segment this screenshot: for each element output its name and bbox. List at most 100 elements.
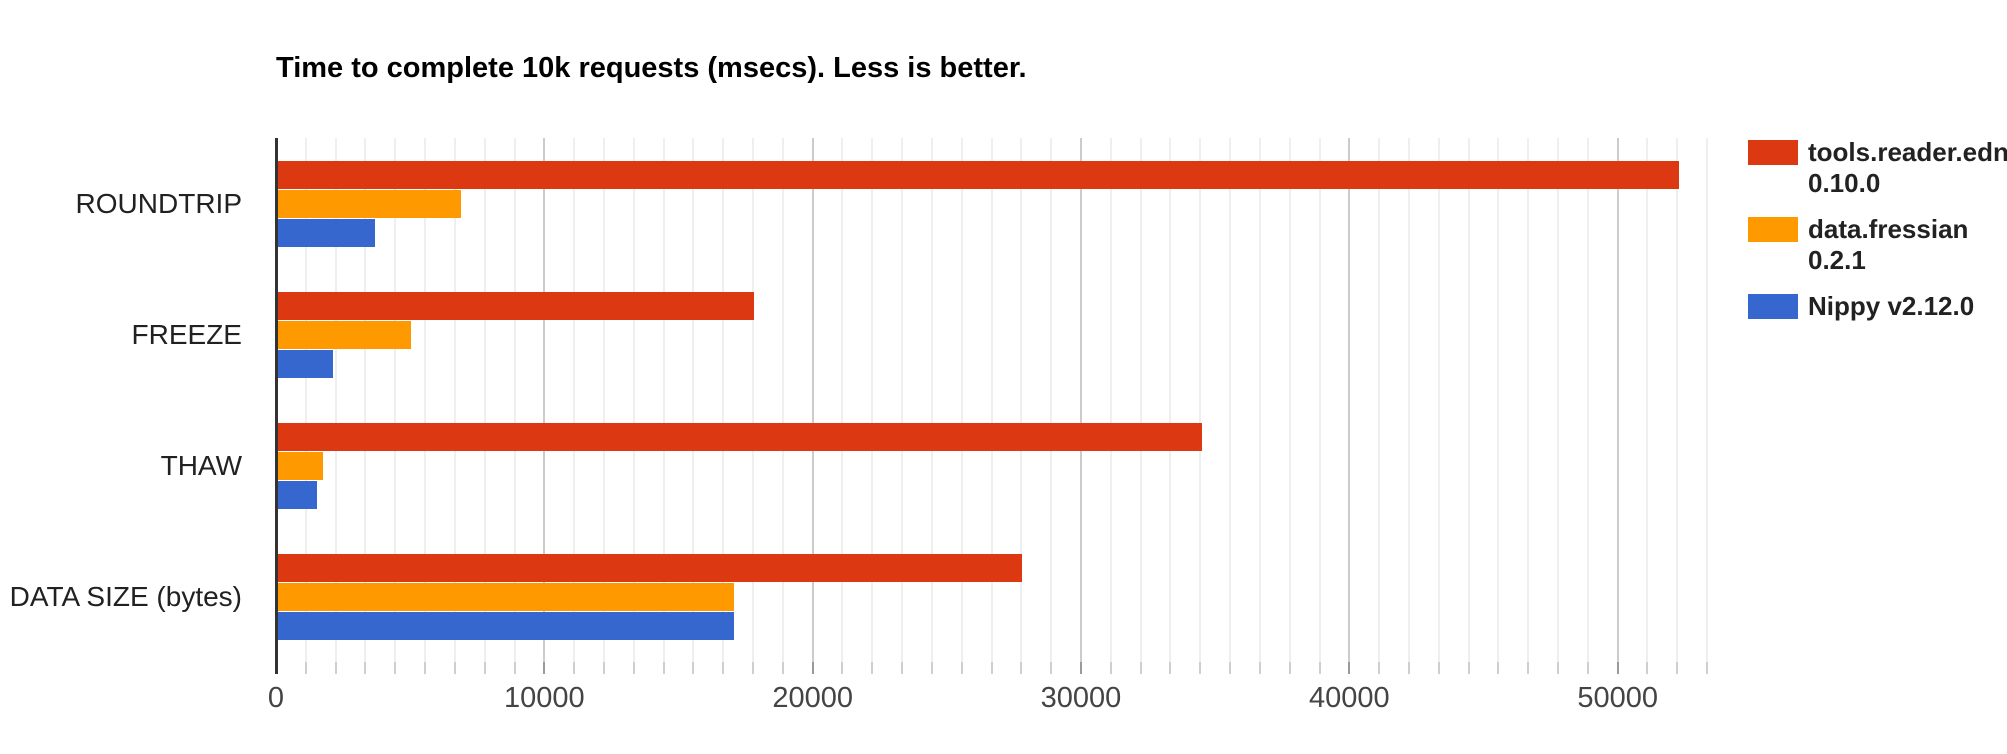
- axis-tick: [1407, 662, 1410, 674]
- legend-swatch-icon: [1748, 217, 1798, 242]
- minor-gridline: [483, 138, 486, 662]
- bar[interactable]: [276, 189, 462, 218]
- minor-gridline: [364, 138, 367, 662]
- axis-tick: [1616, 662, 1619, 674]
- minor-gridline: [1646, 138, 1649, 662]
- axis-tick: [1586, 662, 1589, 674]
- minor-gridline: [1109, 138, 1112, 662]
- axis-tick: [1199, 662, 1202, 674]
- legend: tools.reader.edn 0.10.0 data.fressian 0.2…: [1748, 137, 2007, 322]
- axis-tick: [1258, 662, 1261, 674]
- bar-group: [276, 138, 1725, 269]
- bar[interactable]: [276, 422, 1202, 451]
- minor-gridline: [841, 138, 844, 662]
- axis-tick: [1378, 662, 1381, 674]
- minor-gridline: [1407, 138, 1410, 662]
- axis-tick: [1080, 662, 1082, 674]
- minor-gridline: [1229, 138, 1232, 662]
- x-tick-label: 30000: [1040, 682, 1122, 714]
- minor-gridline: [1557, 138, 1560, 662]
- bar[interactable]: [276, 218, 375, 247]
- minor-gridline: [722, 138, 725, 662]
- axis-tick: [692, 662, 695, 674]
- minor-gridline: [930, 138, 933, 662]
- chart-title: Time to complete 10k requests (msecs). L…: [276, 52, 1027, 84]
- x-tick-label: 40000: [1309, 682, 1390, 714]
- axis-tick: [573, 662, 576, 674]
- major-gridline: [1616, 138, 1619, 662]
- axis-tick: [1646, 662, 1649, 674]
- minor-gridline: [1467, 138, 1470, 662]
- bar[interactable]: [276, 582, 735, 611]
- bar[interactable]: [276, 349, 333, 378]
- axis-tick: [930, 662, 933, 674]
- minor-gridline: [453, 138, 456, 662]
- bar[interactable]: [276, 553, 1022, 582]
- category-label: FREEZE: [131, 318, 242, 350]
- axis-tick: [960, 662, 963, 674]
- minor-gridline: [1676, 138, 1679, 662]
- axis-tick: [1050, 662, 1053, 674]
- minor-gridline: [334, 138, 337, 662]
- minor-gridline: [1288, 138, 1291, 662]
- bar[interactable]: [276, 451, 323, 480]
- major-gridline: [811, 138, 814, 662]
- axis-tick: [334, 662, 337, 674]
- axis-tick: [275, 662, 278, 674]
- minor-gridline: [1497, 138, 1500, 662]
- bar[interactable]: [276, 611, 734, 640]
- axis-tick: [1139, 662, 1142, 674]
- minor-gridline: [1139, 138, 1142, 662]
- minor-gridline: [1706, 138, 1709, 662]
- bar[interactable]: [276, 480, 318, 509]
- legend-label: data.fressian 0.2.1: [1808, 214, 1969, 275]
- x-tick-label: 0: [267, 682, 285, 714]
- legend-item: data.fressian 0.2.1: [1748, 214, 2007, 276]
- minor-gridline: [424, 138, 427, 662]
- minor-gridline: [662, 138, 665, 662]
- minor-gridline: [990, 138, 993, 662]
- y-axis-line: [275, 138, 278, 662]
- legend-item: Nippy v2.12.0: [1748, 291, 2007, 322]
- minor-gridline: [1378, 138, 1381, 662]
- major-gridline: [543, 138, 546, 662]
- axis-tick: [1229, 662, 1232, 674]
- axis-tick: [1527, 662, 1530, 674]
- axis-tick: [453, 662, 456, 674]
- axis-tick: [1288, 662, 1291, 674]
- minor-gridline: [901, 138, 904, 662]
- bar[interactable]: [276, 291, 754, 320]
- minor-gridline: [1586, 138, 1589, 662]
- axis-tick: [901, 662, 904, 674]
- axis-tick: [394, 662, 397, 674]
- axis-tick: [602, 662, 605, 674]
- axis-tick: [1020, 662, 1023, 674]
- bar-group: [276, 400, 1725, 531]
- axis-tick: [483, 662, 486, 674]
- minor-gridline: [1199, 138, 1202, 662]
- legend-swatch-icon: [1748, 140, 1798, 165]
- axis-tick: [811, 662, 814, 674]
- minor-gridline: [1169, 138, 1172, 662]
- axis-tick: [871, 662, 874, 674]
- axis-tick: [990, 662, 993, 674]
- minor-gridline: [871, 138, 874, 662]
- axis-tick: [781, 662, 784, 674]
- minor-gridline: [602, 138, 605, 662]
- axis-tick: [424, 662, 427, 674]
- axis-tick: [841, 662, 844, 674]
- bar[interactable]: [276, 160, 1680, 189]
- bar[interactable]: [276, 320, 411, 349]
- minor-gridline: [1258, 138, 1261, 662]
- x-tick-label: 10000: [504, 682, 585, 714]
- category-label: DATA SIZE (bytes): [9, 580, 242, 612]
- plot-area: [275, 138, 1725, 662]
- minor-gridline: [1020, 138, 1023, 662]
- axis-tick: [364, 662, 367, 674]
- minor-gridline: [960, 138, 963, 662]
- minor-gridline: [513, 138, 516, 662]
- axis-tick: [722, 662, 725, 674]
- axis-tick: [543, 662, 546, 674]
- minor-gridline: [394, 138, 397, 662]
